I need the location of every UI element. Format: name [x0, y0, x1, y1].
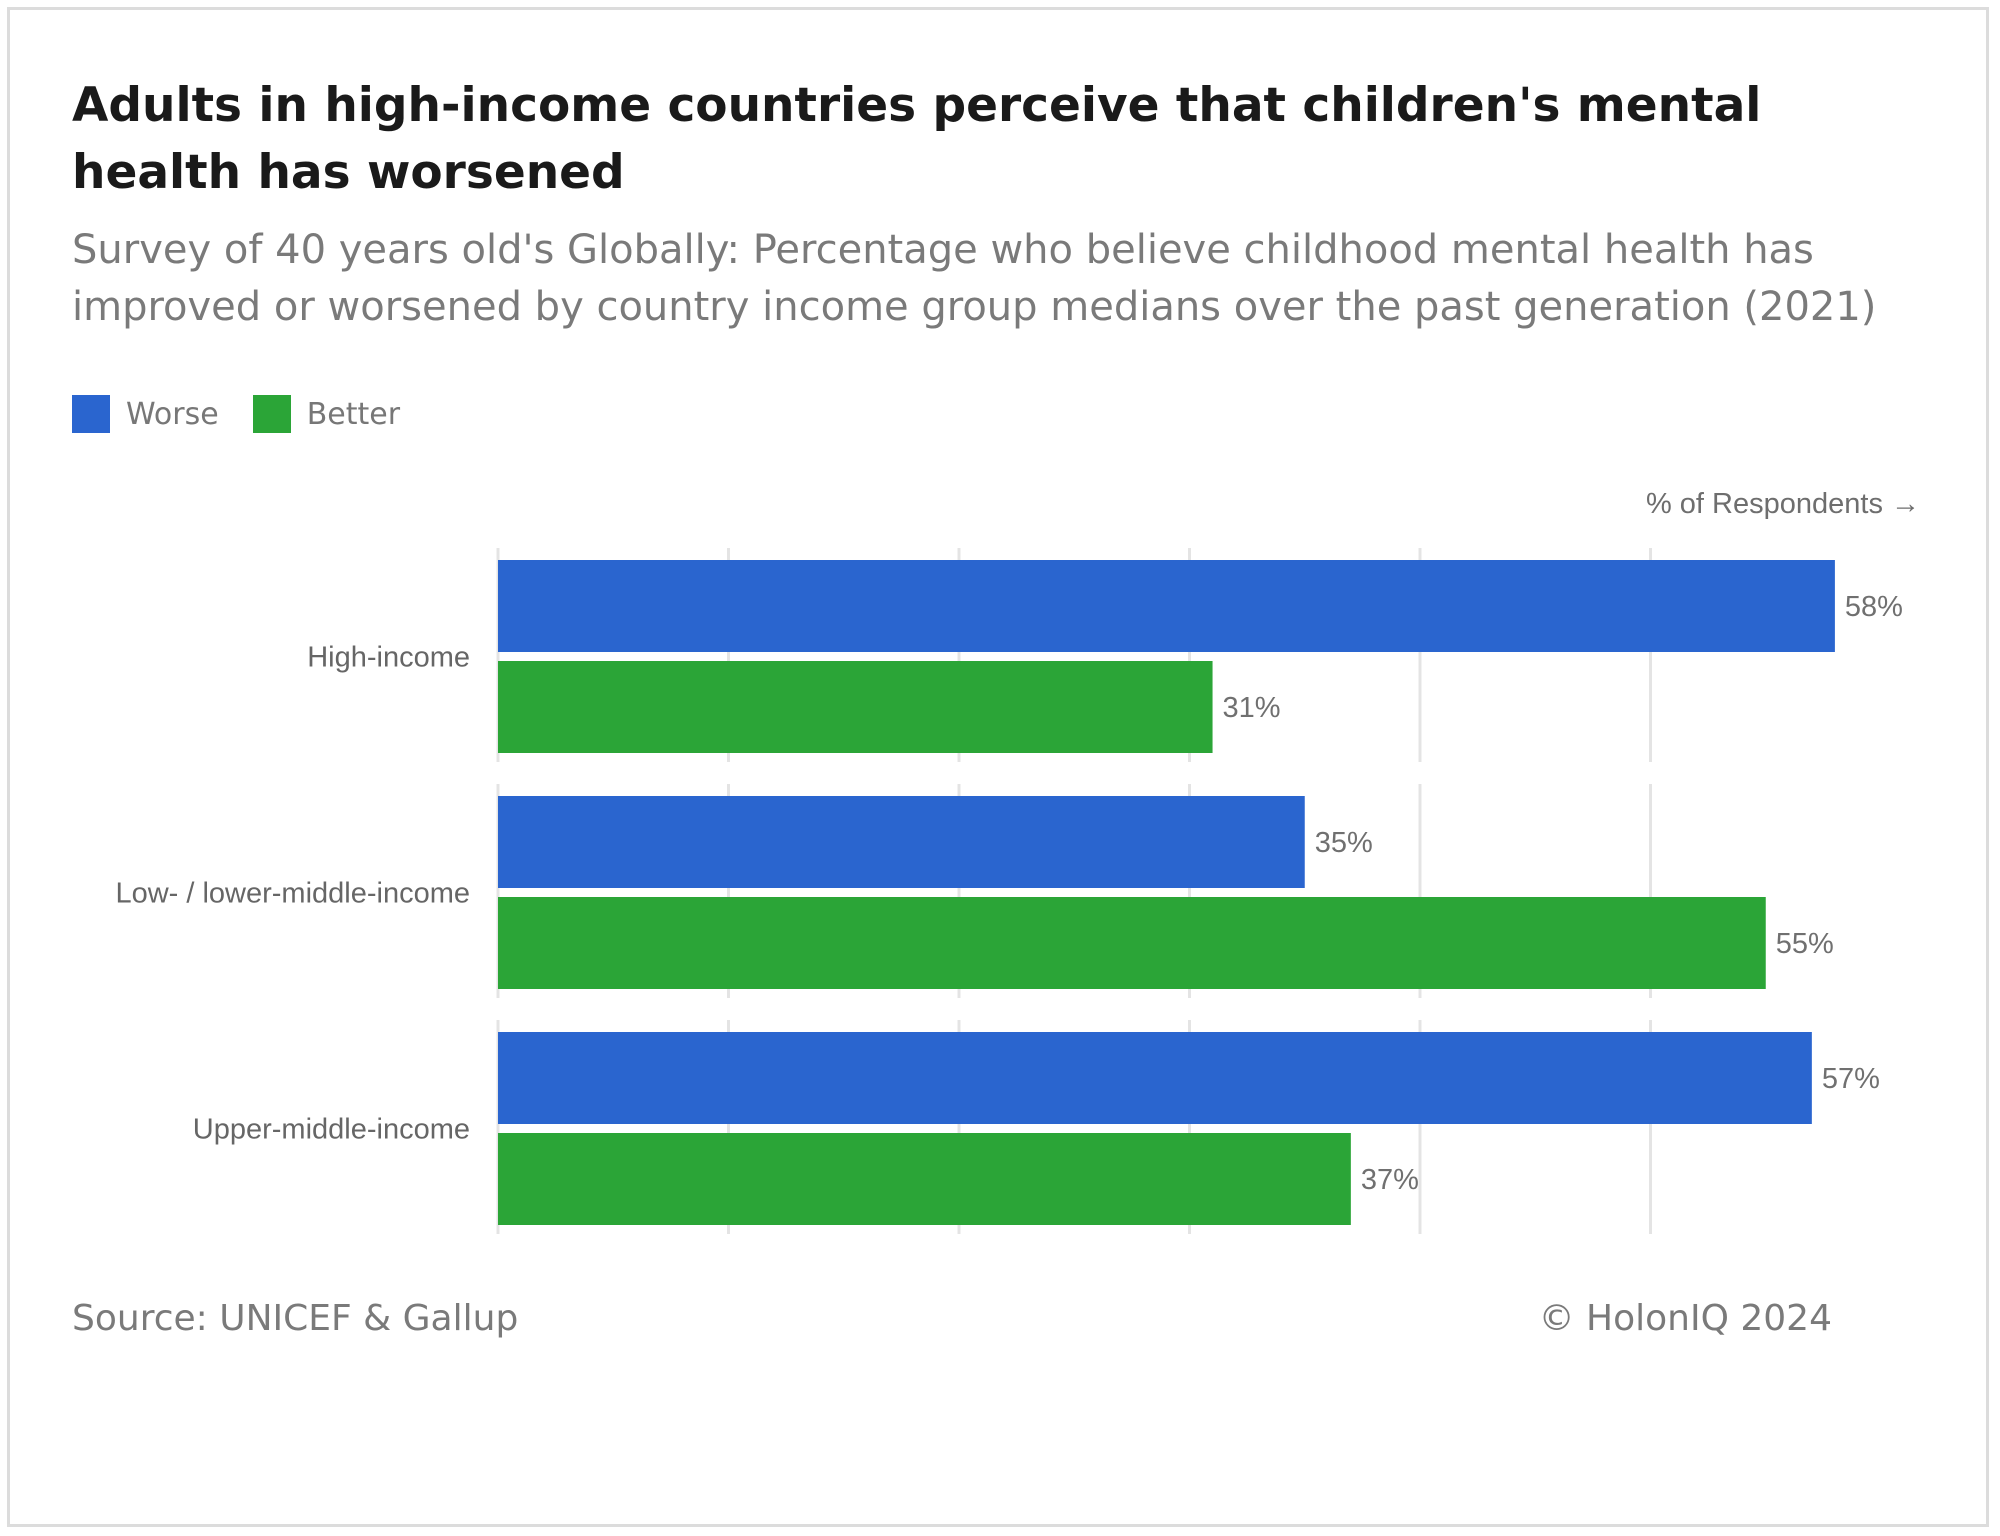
bar-better[interactable] — [498, 1133, 1351, 1225]
bar-worse[interactable] — [498, 1032, 1812, 1124]
legend-label-worse: Worse — [126, 396, 219, 432]
chart-card — [7, 7, 1989, 1527]
legend-swatch-worse — [72, 395, 110, 433]
source-note: Source: UNICEF & Gallup — [72, 1298, 519, 1339]
data-label: 37% — [1361, 1164, 1419, 1196]
bar-better[interactable] — [498, 897, 1766, 989]
chart-title: Adults in high-income countries perceive… — [72, 78, 1762, 200]
x-axis-caption: % of Respondents → — [1645, 488, 1920, 520]
legend-item-worse: Worse — [72, 395, 219, 433]
bar-worse[interactable] — [498, 796, 1305, 888]
chart-legend: Worse Better — [72, 394, 434, 434]
data-label: 31% — [1223, 692, 1281, 724]
data-label: 58% — [1845, 591, 1903, 623]
copyright-note: © HolonIQ 2024 — [1538, 1298, 1832, 1339]
chart-subtitle: Survey of 40 years old's Globally: Perce… — [72, 227, 1877, 330]
category-label: Upper-middle-income — [193, 1114, 470, 1146]
bar-worse[interactable] — [498, 560, 1835, 652]
category-label: High-income — [307, 642, 470, 674]
data-label: 55% — [1776, 928, 1834, 960]
data-label: 35% — [1315, 827, 1373, 859]
data-label: 57% — [1822, 1063, 1880, 1095]
legend-item-better: Better — [252, 395, 401, 433]
legend-swatch-better — [252, 395, 291, 433]
category-label: Low- / lower-middle-income — [115, 878, 470, 910]
legend-label-better: Better — [306, 396, 401, 432]
bar-better[interactable] — [498, 661, 1213, 753]
